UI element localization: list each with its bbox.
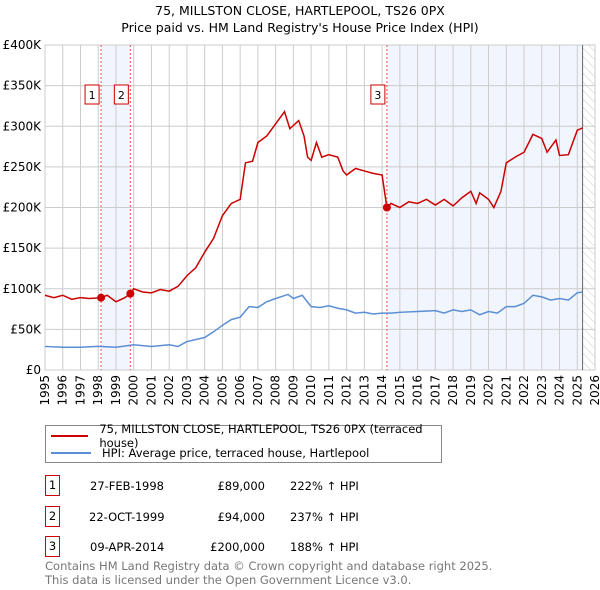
x-tick-label: 2000 xyxy=(127,375,141,406)
x-tick-label: 1997 xyxy=(73,375,87,406)
sale-point xyxy=(97,293,106,302)
sale-row-2: 2 22-OCT-1999 £94,000 237% ↑ HPI xyxy=(45,506,445,528)
y-tick-label: £100K xyxy=(3,282,43,296)
legend-swatch-blue xyxy=(51,452,91,454)
sale-date: 22-OCT-1999 xyxy=(89,510,165,524)
y-tick-label: £400K xyxy=(3,38,43,52)
plot-frame xyxy=(44,44,596,371)
x-tick-label: 2020 xyxy=(482,375,496,406)
x-tick-label: 2022 xyxy=(517,375,531,406)
x-tick-label: 2013 xyxy=(357,375,371,406)
sale-label: 1 xyxy=(89,89,96,102)
sale-price: £89,000 xyxy=(217,479,265,493)
x-tick-label: 2012 xyxy=(340,375,354,406)
sale-hpi: 237% ↑ HPI xyxy=(290,510,359,524)
x-tick-label: 2016 xyxy=(411,375,425,406)
y-tick-label: £200K xyxy=(3,201,43,215)
x-tick-label: 1995 xyxy=(38,375,52,406)
legend-label-hpi: HPI: Average price, terraced house, Hart… xyxy=(102,446,370,460)
sale-label-box xyxy=(84,84,100,105)
x-tick-label: 2009 xyxy=(286,375,300,406)
x-tick-label: 2023 xyxy=(535,375,549,406)
y-tick-label: £350K xyxy=(3,79,43,93)
x-tick-label: 2002 xyxy=(162,375,176,406)
x-tick-label: 2006 xyxy=(233,375,247,406)
x-tick-label: 2026 xyxy=(588,375,600,406)
sale-date: 09-APR-2014 xyxy=(90,540,165,554)
y-tick-label: £300K xyxy=(3,119,43,133)
sale-point xyxy=(126,289,135,298)
sale-hpi: 222% ↑ HPI xyxy=(290,479,359,493)
x-tick-label: 2019 xyxy=(464,375,478,406)
x-tick-label: 2025 xyxy=(570,375,584,406)
x-tick-label: 2011 xyxy=(322,375,336,406)
x-tick-label: 2017 xyxy=(428,375,442,406)
x-tick-label: 2007 xyxy=(251,375,265,406)
legend-label-property: 75, MILLSTON CLOSE, HARTLEPOOL, TS26 0PX… xyxy=(99,422,423,450)
x-tick-label: 2014 xyxy=(375,375,389,406)
sale-row-1: 1 27-FEB-1998 £89,000 222% ↑ HPI xyxy=(45,475,445,497)
y-tick-label: £150K xyxy=(3,241,43,255)
hpi-line xyxy=(44,291,583,349)
x-tick-label: 1998 xyxy=(91,375,105,406)
sale-point xyxy=(382,203,391,212)
x-tick-label: 2004 xyxy=(198,375,212,406)
legend: 75, MILLSTON CLOSE, HARTLEPOOL, TS26 0PX… xyxy=(45,422,442,463)
price-chart: 1995 1996 1997 1998 1999 2000 2001 2002 2003 2004… xyxy=(3,38,600,406)
sale-label-box xyxy=(370,84,386,105)
sale-label: 3 xyxy=(374,89,381,102)
x-tick-label: 2003 xyxy=(180,375,194,406)
x-tick-label: 2010 xyxy=(304,375,318,406)
legend-item-hpi: HPI: Average price, terraced house, Hart… xyxy=(46,445,369,461)
chart-title: 75, MILLSTON CLOSE, HARTLEPOOL, TS26 0PX xyxy=(155,3,445,18)
sale-badge: 2 xyxy=(45,506,60,527)
sale-price: £200,000 xyxy=(210,540,265,554)
sale-badge: 1 xyxy=(45,475,60,496)
sale-label: 2 xyxy=(118,89,125,102)
sale-price: £94,000 xyxy=(217,510,265,524)
sale-date: 27-FEB-1998 xyxy=(90,479,164,493)
sale-hpi: 188% ↑ HPI xyxy=(290,540,359,554)
x-tick-label: 2008 xyxy=(269,375,283,406)
x-tick-label: 2015 xyxy=(393,375,407,406)
x-tick-label: 2024 xyxy=(553,375,567,406)
y-tick-label: £0 xyxy=(26,363,41,377)
sale-badge: 3 xyxy=(45,536,60,557)
sale-row-3: 3 09-APR-2014 £200,000 188% ↑ HPI xyxy=(45,536,445,558)
x-tick-label: 2018 xyxy=(446,375,460,406)
property-price-line xyxy=(44,109,583,303)
legend-swatch-red xyxy=(51,435,89,437)
sale-label-box xyxy=(113,84,129,105)
x-tick-label: 1996 xyxy=(56,375,70,406)
x-tick-label: 2001 xyxy=(144,375,158,406)
footer-copyright: Contains HM Land Registry data © Crown c… xyxy=(45,559,493,573)
x-tick-label: 1999 xyxy=(109,375,123,406)
y-tick-label: £50K xyxy=(10,322,42,336)
x-tick-label: 2005 xyxy=(215,375,229,406)
y-tick-label: £250K xyxy=(3,160,43,174)
chart-subtitle: Price paid vs. HM Land Registry's House … xyxy=(121,20,479,35)
footer-licence: This data is licensed under the Open Gov… xyxy=(45,573,412,587)
x-tick-label: 2021 xyxy=(499,375,513,406)
legend-item-property: 75, MILLSTON CLOSE, HARTLEPOOL, TS26 0PX… xyxy=(46,422,441,450)
